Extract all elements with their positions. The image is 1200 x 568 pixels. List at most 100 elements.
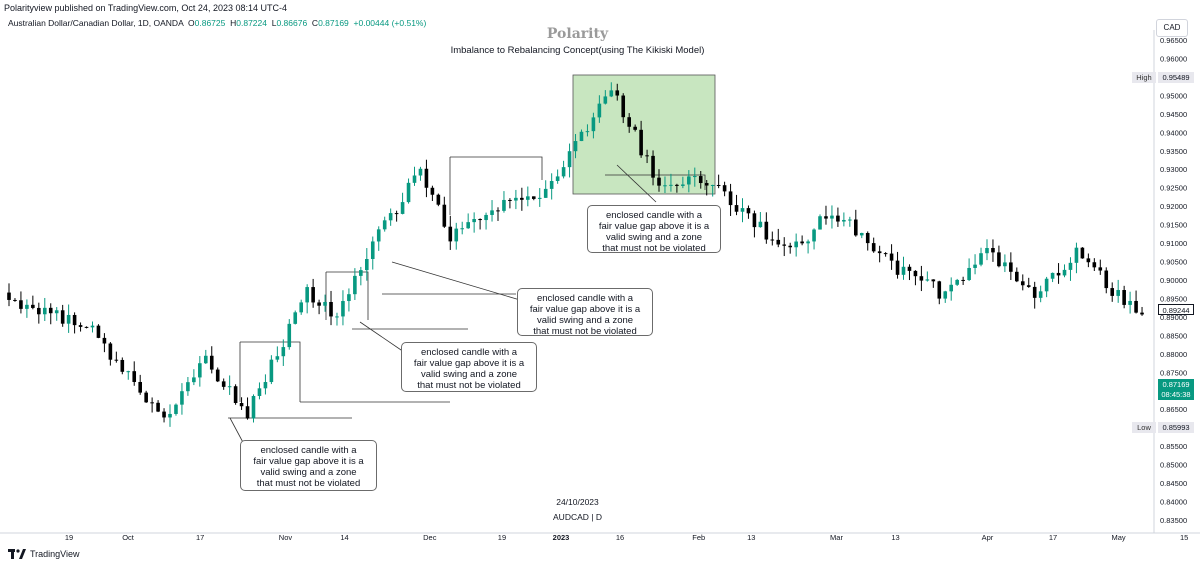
candle-body bbox=[687, 176, 691, 185]
candle-body bbox=[543, 188, 548, 198]
candle-body bbox=[138, 381, 142, 393]
time-axis: 19 Oct 17 Nov 14 Dec 19 2023 16 Feb 13 Mar 13 Apr 17 Ma… bbox=[65, 533, 1189, 542]
candle-body bbox=[788, 245, 792, 248]
annotation-note: enclosed candle with a fair value gap abo… bbox=[240, 440, 377, 491]
candle-body bbox=[681, 184, 685, 186]
x-tick-label: 16 bbox=[616, 533, 624, 542]
candle-body bbox=[13, 299, 17, 301]
publisher-line: Polarityview published on TradingView.co… bbox=[4, 3, 287, 13]
candle-body bbox=[418, 168, 423, 176]
change-value: +0.00444 (+0.51%) bbox=[353, 18, 427, 28]
candle-body bbox=[573, 141, 578, 152]
candle-body bbox=[1003, 262, 1007, 267]
candle-body bbox=[335, 316, 339, 318]
candle-body bbox=[639, 129, 643, 156]
y-tick-label: 0.88500 bbox=[1160, 331, 1187, 340]
x-tick-label: 13 bbox=[891, 533, 899, 542]
candle-body bbox=[365, 258, 369, 271]
candle-body bbox=[305, 287, 309, 303]
countdown-label: 08:45:38 bbox=[1158, 389, 1194, 400]
candle-body bbox=[263, 382, 268, 389]
x-tick-label: 2023 bbox=[553, 533, 570, 542]
y-tick-label: 0.89500 bbox=[1160, 294, 1187, 303]
candle-body bbox=[353, 275, 357, 295]
candle-body bbox=[490, 210, 494, 215]
candle-body bbox=[967, 267, 971, 281]
candle-body bbox=[758, 221, 763, 228]
y-tick-label: 0.84500 bbox=[1160, 479, 1187, 488]
candle-body bbox=[740, 208, 745, 212]
annotation-note: enclosed candle with a fair value gap abo… bbox=[587, 205, 721, 254]
candle-body bbox=[1026, 285, 1031, 287]
candle-body bbox=[830, 215, 834, 219]
candle-body bbox=[84, 326, 89, 328]
candle-body bbox=[198, 363, 202, 378]
tradingview-logo[interactable]: TradingView bbox=[8, 549, 80, 559]
candle-body bbox=[734, 205, 739, 212]
candle-body bbox=[66, 314, 71, 324]
candle-body bbox=[25, 304, 29, 309]
candle-body bbox=[257, 388, 262, 396]
candle-body bbox=[7, 292, 11, 300]
y-tick-label: 0.94000 bbox=[1160, 128, 1187, 137]
candle-body bbox=[609, 90, 614, 97]
watermark-date: 24/10/2023 bbox=[556, 497, 599, 507]
candle-body bbox=[430, 187, 435, 195]
candle-body bbox=[478, 219, 482, 221]
candle-body bbox=[526, 196, 530, 200]
candle-body bbox=[323, 301, 327, 306]
candle-body bbox=[853, 219, 858, 236]
candle-body bbox=[1080, 247, 1085, 259]
candle-body bbox=[454, 228, 459, 242]
y-tick-label: 0.86500 bbox=[1160, 405, 1187, 414]
candle-body bbox=[645, 155, 649, 157]
candle-body bbox=[889, 253, 894, 261]
candle-body bbox=[1020, 281, 1025, 286]
current-price-label: 0.89244 bbox=[1158, 304, 1194, 315]
candle-body bbox=[657, 177, 661, 186]
candle-body bbox=[341, 301, 345, 317]
candle-body bbox=[579, 131, 584, 142]
candle-body bbox=[704, 183, 709, 186]
candle-body bbox=[567, 151, 572, 168]
candle-body bbox=[126, 371, 131, 373]
brand-name: TradingView bbox=[30, 549, 80, 559]
candle-body bbox=[19, 300, 23, 309]
candle-body bbox=[72, 314, 77, 326]
candle-body bbox=[675, 184, 679, 186]
drawing-lines bbox=[228, 156, 706, 449]
candle-body bbox=[955, 279, 959, 285]
candle-body bbox=[466, 222, 470, 229]
candle-body bbox=[174, 404, 178, 414]
currency-button[interactable]: CAD bbox=[1156, 19, 1188, 37]
candle-body bbox=[1086, 258, 1091, 263]
candle-body bbox=[102, 337, 107, 344]
candle-body bbox=[985, 248, 989, 254]
candle-body bbox=[949, 284, 954, 292]
candle-body bbox=[168, 413, 172, 418]
x-tick-label: 15 bbox=[1180, 533, 1188, 542]
y-tick-label: 0.85500 bbox=[1160, 442, 1187, 451]
candle-body bbox=[150, 402, 154, 404]
candle-body bbox=[621, 95, 626, 118]
candle-body bbox=[770, 239, 775, 241]
x-tick-label: 14 bbox=[340, 533, 348, 542]
y-tick-label: 0.92500 bbox=[1160, 184, 1187, 193]
x-tick-label: 17 bbox=[1049, 533, 1057, 542]
candle-body bbox=[1062, 269, 1067, 276]
candle-body bbox=[424, 168, 429, 188]
candle-body bbox=[1122, 290, 1126, 305]
candle-body bbox=[991, 248, 995, 253]
candle-body bbox=[794, 241, 798, 248]
candle-body bbox=[192, 377, 196, 383]
candle-body bbox=[1044, 278, 1049, 292]
annotation-note: enclosed candle with a fair value gap abo… bbox=[517, 288, 653, 337]
candle-body bbox=[180, 391, 184, 405]
candle-body bbox=[108, 343, 113, 360]
candle-body bbox=[651, 155, 655, 178]
y-tick-label: 0.92000 bbox=[1160, 202, 1187, 211]
candle-body bbox=[848, 219, 852, 221]
y-tick-label: 0.84000 bbox=[1160, 498, 1187, 507]
open-value: 0.86725 bbox=[194, 18, 226, 28]
